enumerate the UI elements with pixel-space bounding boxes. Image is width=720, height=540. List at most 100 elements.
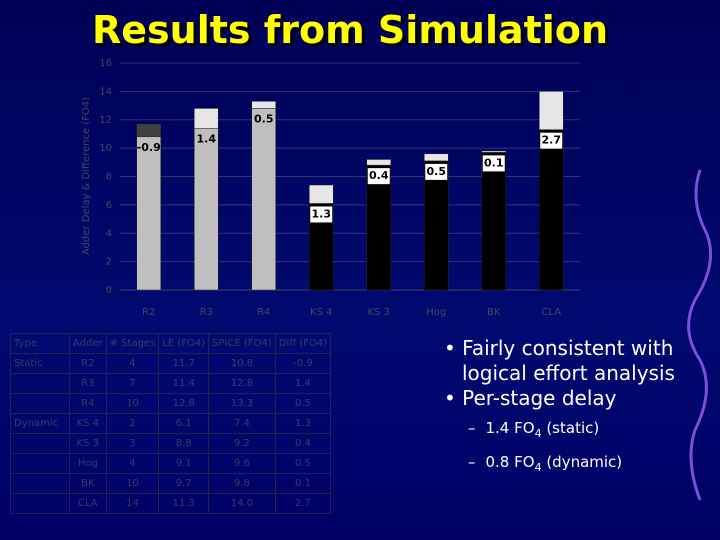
table-cell: 10 <box>105 473 160 494</box>
x-tick-label: BK <box>487 307 501 318</box>
subscript: 4 <box>534 461 542 474</box>
table-cell: 1.3 <box>274 413 332 434</box>
table-cell: 11.4 <box>158 373 210 394</box>
table-cell: 7 <box>105 373 160 394</box>
sub-bullet-text: (static) <box>541 419 600 437</box>
table-cell: CLA <box>69 493 107 514</box>
x-tick-label: KS 4 <box>310 307 332 318</box>
value-label: -0.9 <box>137 141 161 154</box>
y-tick-label: 4 <box>106 228 112 239</box>
x-tick-label: R2 <box>142 307 155 318</box>
table-cell: 0.5 <box>274 453 332 474</box>
value-label: 1.3 <box>312 207 332 220</box>
value-label: 0.1 <box>484 156 504 169</box>
table-cell: 9.7 <box>158 473 210 494</box>
table-cell: -0.9 <box>274 353 332 374</box>
value-label: 1.4 <box>197 132 217 145</box>
bullet: • Per-stage delay <box>444 386 617 410</box>
value-label-bg <box>367 168 390 185</box>
table-row: Dynamic KS 4 2 6.1 7.4 1.3 <box>10 413 332 434</box>
y-tick-label: 16 <box>99 58 112 69</box>
table-cell: 4 <box>105 453 160 474</box>
table-cell: 14 <box>105 493 160 514</box>
bar <box>424 160 449 291</box>
table-cell: 12.8 <box>208 373 276 394</box>
table-cell: 2 <box>105 413 160 434</box>
dash: – <box>468 453 476 471</box>
y-tick-label: 2 <box>106 257 112 268</box>
table-cell: 9.8 <box>208 473 276 494</box>
table-cell: R3 <box>69 373 107 394</box>
decoration <box>687 169 713 501</box>
table-cell <box>10 453 70 474</box>
bar-segment <box>136 123 161 138</box>
y-tick-label: 6 <box>106 200 112 211</box>
sub-bullet-text: 1.4 FO <box>485 419 535 437</box>
table-cell: 0.5 <box>274 393 332 414</box>
table-row: Hog 4 9.1 9.6 0.5 <box>10 453 332 474</box>
table-row: Static R2 4 11.7 10.8 -0.9 <box>10 353 332 374</box>
table-cell: 7.4 <box>208 413 276 434</box>
bar <box>539 129 564 291</box>
x-tick-label: Hog <box>426 307 446 318</box>
value-label-bg <box>425 163 448 180</box>
table-cell: Static <box>10 353 70 374</box>
table-row: R3 7 11.4 12.8 1.4 <box>10 373 332 394</box>
value-label: 0.5 <box>254 112 274 125</box>
table-cell <box>10 493 70 514</box>
table-cell <box>10 473 70 494</box>
bar-segment <box>539 91 564 130</box>
table-cell: R4 <box>69 393 107 414</box>
table-cell: BK <box>69 473 107 494</box>
dash: – <box>468 419 476 437</box>
table-cell: 10 <box>105 393 160 414</box>
table-cell: 10.8 <box>208 353 276 374</box>
bar <box>194 128 219 291</box>
subscript: 4 <box>534 427 542 440</box>
bar-segment <box>251 101 276 109</box>
table-cell: 6.1 <box>158 413 210 434</box>
x-tick-label: R3 <box>200 307 213 318</box>
table-cell: Hog <box>69 453 107 474</box>
table-cell: R2 <box>69 353 107 374</box>
y-tick-label: 10 <box>99 143 112 154</box>
table-cell: 8.8 <box>158 433 210 454</box>
sub-bullet-text: 0.8 FO <box>485 453 535 471</box>
bar <box>481 152 506 291</box>
y-tick-label: 0 <box>106 285 112 296</box>
bar-segment <box>366 159 391 166</box>
table-cell: 11.7 <box>158 353 210 374</box>
bar-segment <box>424 153 449 162</box>
table-cell: KS 3 <box>69 433 107 454</box>
table-cell <box>10 373 70 394</box>
table-row: CLA 14 11.3 14.0 2.7 <box>10 493 332 514</box>
bullet-text: Per-stage delay <box>462 386 617 410</box>
bar <box>136 123 161 291</box>
table-cell <box>10 393 70 414</box>
table-cell: 14.0 <box>208 493 276 514</box>
bullet-text: Fairly consistent with logical effort an… <box>462 336 675 385</box>
header-cell: # Stages <box>105 333 160 354</box>
value-label: 2.7 <box>542 134 562 147</box>
bullet-list: • Fairly consistent with logical effort … <box>440 336 690 479</box>
y-tick-label: 14 <box>99 86 112 97</box>
bar-segment <box>194 108 219 129</box>
sub-bullet: –1.4 FO4 (static) <box>440 417 690 445</box>
table-cell: 13.3 <box>208 393 276 414</box>
table-cell: 0.4 <box>274 433 332 454</box>
x-tick-label: R4 <box>257 307 270 318</box>
bar-segment <box>481 150 506 153</box>
table-cell: 3 <box>105 433 160 454</box>
sub-bullet-text: (dynamic) <box>541 453 623 471</box>
y-tick-label: 8 <box>106 172 112 183</box>
table-row: KS 3 3 8.8 9.2 0.4 <box>10 433 332 454</box>
table-cell: KS 4 <box>69 413 107 434</box>
bar-segment <box>309 184 334 204</box>
slide-title: Results from Simulation <box>91 8 608 52</box>
table-cell: 9.6 <box>208 453 276 474</box>
header-cell: Type <box>10 333 70 354</box>
table-cell: 0.1 <box>274 473 332 494</box>
header-cell: LE (FO4) <box>158 333 210 354</box>
table-cell: 4 <box>105 353 160 374</box>
